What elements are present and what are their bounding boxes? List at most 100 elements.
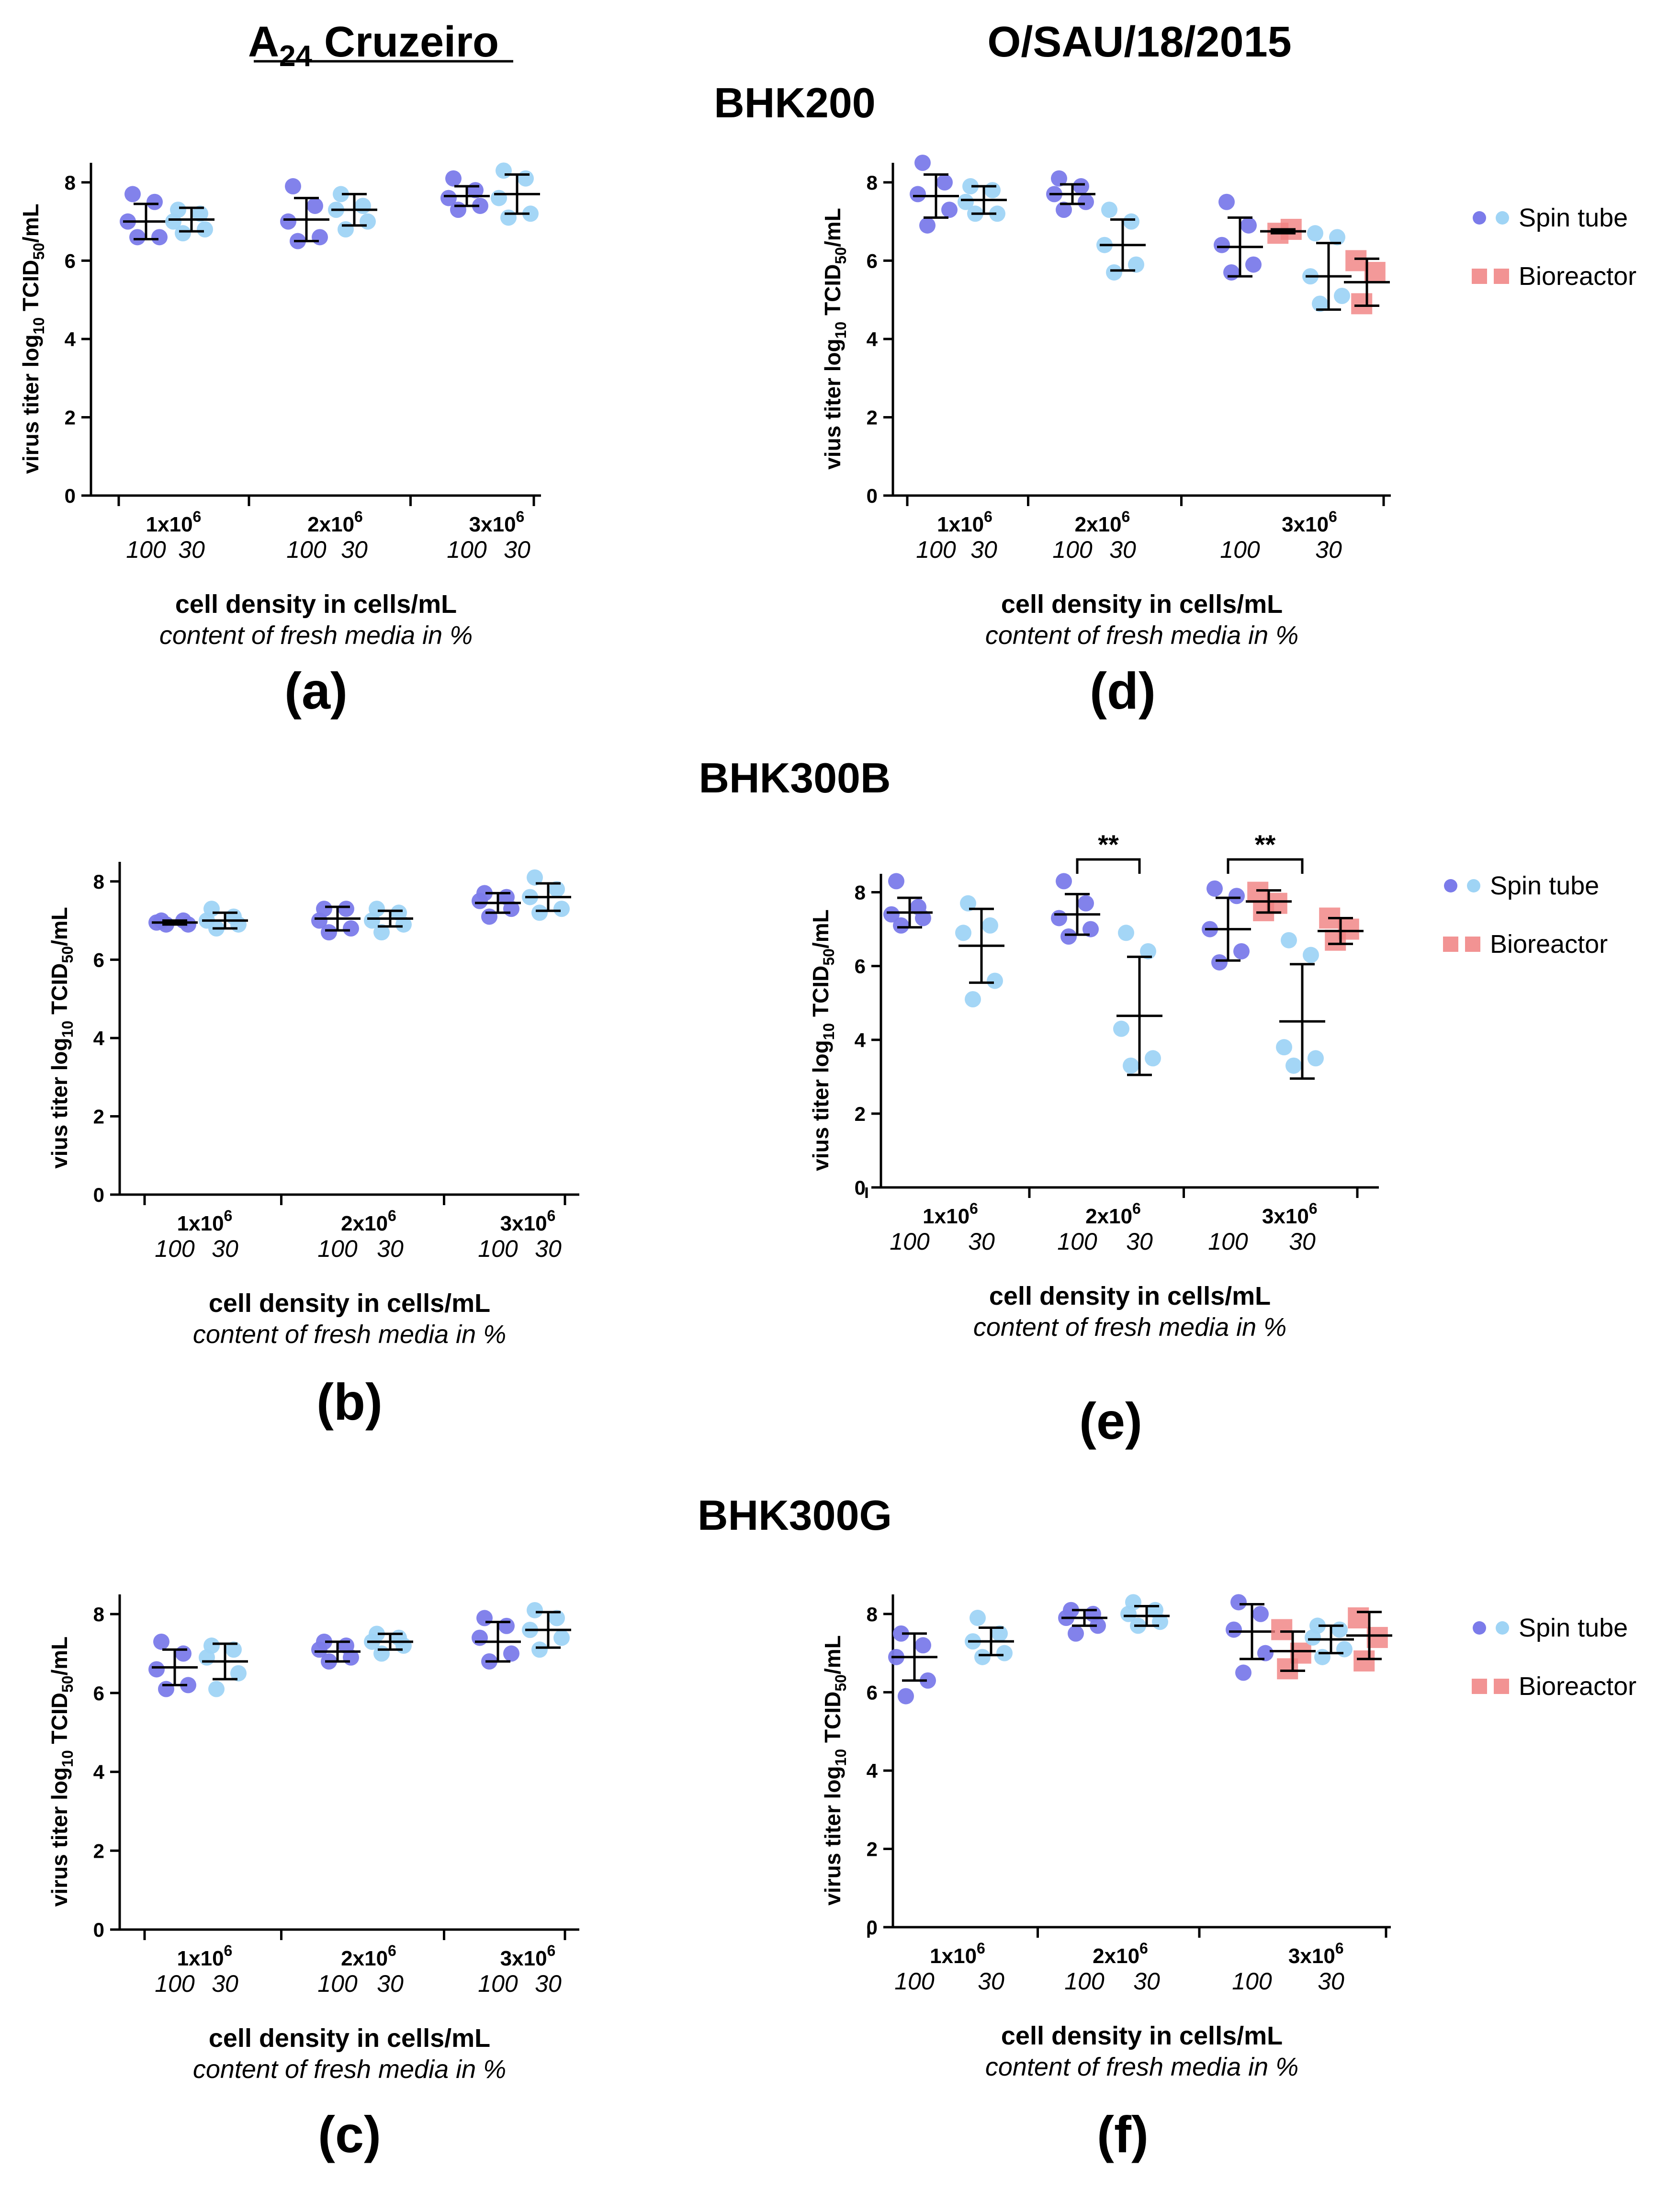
spin-tube-point [553,1629,570,1646]
media-label: 30 [1289,1228,1316,1255]
bioreactor-point [1271,1619,1293,1640]
data-group [888,1625,937,1705]
media-label: 100 [126,536,166,563]
spin-tube-point [1245,256,1262,273]
data-group [311,1633,361,1670]
y-label-pre: virus titer log [18,334,43,474]
spin-tube-point [1214,237,1230,253]
media-label: 30 [212,1970,238,1997]
y-tick-label: 0 [867,485,878,507]
spin-tube-point [1303,947,1319,963]
y-tick-label: 2 [867,406,878,429]
legend-bioreactor-label: Bioreactor [1490,930,1608,959]
density-base: 2x10 [1093,1944,1139,1968]
legend-spin-dot-dark [1473,1621,1486,1635]
media-label: 30 [970,536,997,563]
media-label: 100 [447,536,487,563]
spin-tube-point [1078,193,1094,210]
legend-bioreactor-square [1472,1679,1487,1694]
y-label-sub: 10 [820,1023,837,1040]
spin-tube-point [440,190,457,206]
media-label: 30 [978,1968,1004,1995]
density-label: 1x106 [937,508,992,536]
density-base: 2x10 [1075,513,1122,536]
data-group [883,873,933,934]
spin-tube-point [1226,1621,1242,1638]
panel-label: (b) [316,1373,383,1431]
legend: Spin tube Bioreactor [1443,871,1608,959]
column-header-main: A [248,18,279,66]
density-base: 3x10 [1262,1205,1309,1228]
density-label: 3x106 [500,1942,556,1970]
data-group [199,1637,248,1697]
spin-tube-point [208,1681,225,1697]
data-group [280,178,329,249]
spin-tube-point [549,1610,565,1626]
spin-tube-point [1314,1649,1330,1665]
density-exp: 6 [354,508,363,525]
media-label: 30 [377,1970,404,1997]
data-group [1260,219,1306,244]
column-header-sub: 24 [279,40,312,73]
density-label: 3x106 [469,508,525,536]
spin-tube-point [153,1633,169,1650]
media-label: 100 [1057,1228,1097,1255]
legend-bioreactor-label: Bioreactor [1519,262,1636,291]
spin-tube-point [531,904,548,921]
spin-tube-point [1123,213,1139,230]
density-exp: 6 [1139,1940,1148,1957]
spin-tube-point [1281,932,1297,949]
density-exp: 6 [547,1207,556,1224]
data-group [328,186,377,237]
spin-tube-point [936,174,953,191]
y-tick-label: 8 [65,171,76,194]
spin-tube-point [1223,264,1240,281]
x-axis-label: cell density in cells/mL [209,1289,490,1318]
data-group [1058,1602,1107,1642]
spin-tube-point [1252,1605,1269,1622]
density-exp: 6 [224,1942,233,1959]
spin-tube-point [1329,229,1345,246]
y-label-sub: 50 [59,1676,76,1693]
data-group [472,885,521,925]
density-exp: 6 [977,1940,985,1957]
spin-tube-point [984,182,1001,199]
spin-tube-point [1211,954,1228,971]
data-group [1113,925,1162,1076]
media-label: 30 [341,536,368,563]
spin-tube-point [1106,264,1122,281]
spin-tube-point [369,1626,385,1642]
legend-bioreactor-label: Bioreactor [1519,1672,1636,1701]
spin-tube-point [962,178,979,195]
significance-label: ** [1098,829,1119,859]
media-label: 30 [1126,1228,1153,1255]
bioreactor-point [1247,881,1269,903]
data-group [148,1633,198,1697]
density-exp: 6 [1132,1200,1141,1217]
legend-spin-dot-light [1467,879,1480,892]
density-exp: 6 [984,508,992,525]
density-base: 1x10 [177,1212,224,1235]
spin-tube-point [124,186,141,203]
y-label-sub: 10 [59,1750,76,1767]
density-exp: 6 [516,508,525,525]
density-base: 1x10 [923,1205,970,1228]
y-axis-label: virus titer log10 TCID50/mL [47,1637,76,1907]
media-label: 30 [377,1235,404,1262]
spin-tube-point [960,895,976,912]
data-group [1202,880,1251,971]
density-base: 2x10 [307,513,354,536]
media-label: 30 [1318,1968,1344,1995]
spin-tube-point [941,202,958,218]
media-label: 100 [1064,1968,1105,1995]
media-label: 30 [212,1235,238,1262]
media-label: 30 [504,536,530,563]
legend-spin-dot-light [1496,211,1509,225]
legend: Spin tube Bioreactor [1472,203,1636,291]
data-group [1344,250,1390,315]
spin-tube-point [522,205,539,222]
legend-bioreactor-square [1494,269,1509,284]
density-base: 2x10 [341,1947,388,1970]
spin-tube-point [1060,928,1077,945]
density-exp: 6 [1309,1200,1318,1217]
